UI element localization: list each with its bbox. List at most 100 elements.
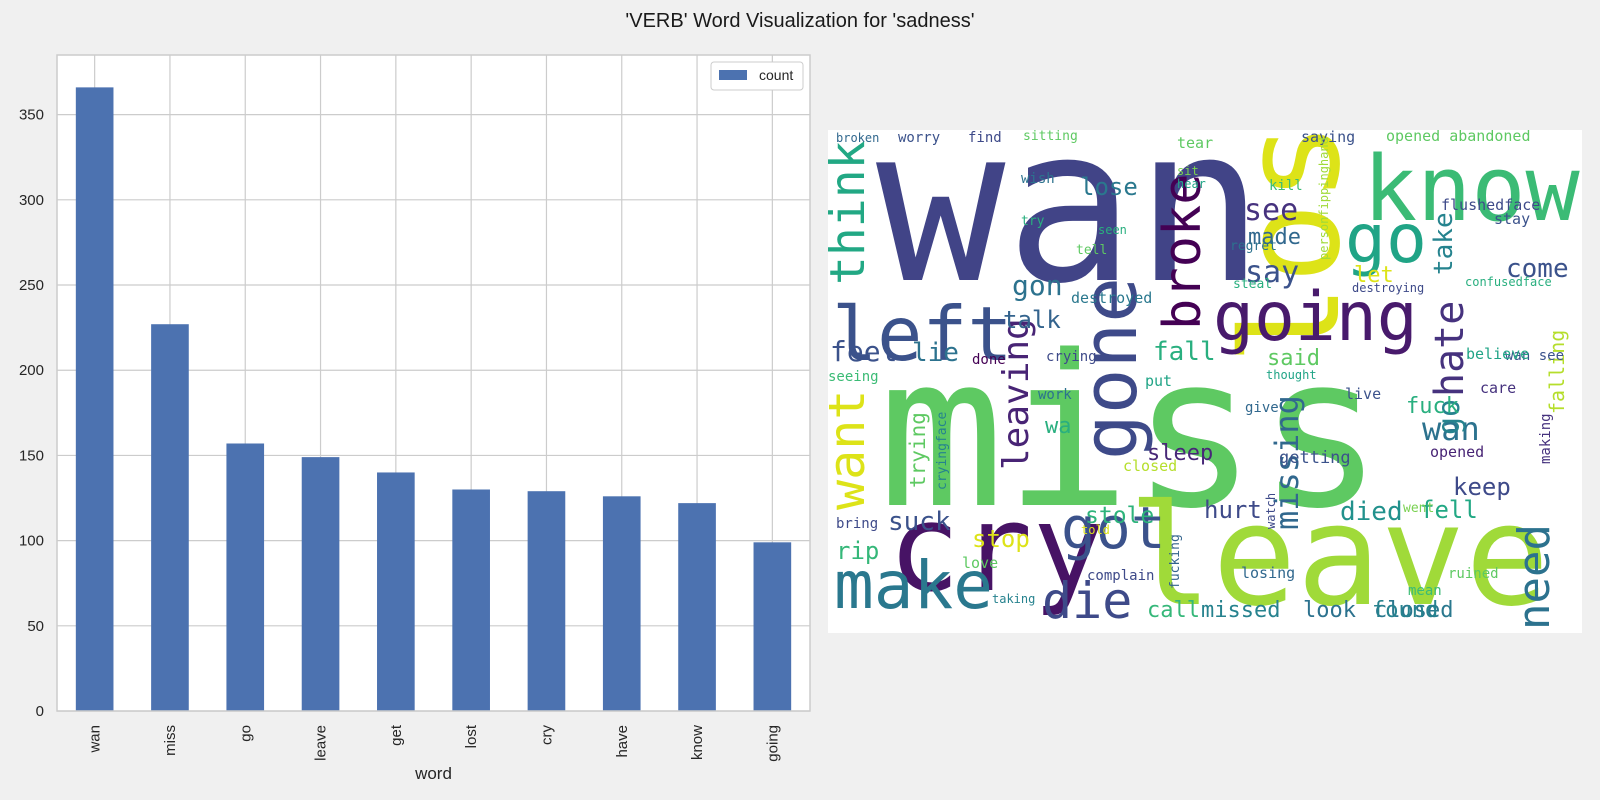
cloud-word: find <box>968 130 1002 146</box>
cloud-word: personfippinghand <box>1317 137 1331 260</box>
cloud-word: destroying <box>1352 281 1424 295</box>
cloud-word: died <box>1340 497 1403 527</box>
bar-go <box>226 443 265 711</box>
cloud-word: see <box>1244 193 1298 228</box>
cloud-word: lose <box>1080 173 1138 201</box>
cloud-word: mean <box>1408 583 1442 599</box>
bar-going <box>753 542 792 711</box>
y-tick-label: 300 <box>19 192 44 209</box>
cloud-word: suck <box>888 507 951 537</box>
x-tick-label: wan <box>87 725 104 754</box>
cloud-word: lost <box>1213 130 1370 365</box>
cloud-word: wish <box>1021 171 1055 187</box>
bar-cry <box>527 491 566 711</box>
cloud-word: keep <box>1453 473 1511 501</box>
cloud-word: thought <box>1266 368 1317 382</box>
cloud-word: sleep <box>1147 441 1213 466</box>
cloud-word: live <box>1345 385 1381 403</box>
cloud-word: getting <box>1279 448 1351 468</box>
cloud-word: hear <box>1177 177 1206 191</box>
cloud-word: opened <box>1430 443 1484 461</box>
cloud-word: need <box>1509 524 1560 630</box>
cloud-word: cryingface <box>935 412 950 490</box>
legend-label: count <box>759 67 793 83</box>
cloud-word: destroyed <box>1071 289 1152 307</box>
cloud-word: watch <box>1264 493 1278 529</box>
y-tick-label: 150 <box>19 447 44 464</box>
cloud-word: stay <box>1494 210 1530 228</box>
cloud-word: gon <box>1012 269 1063 302</box>
cloud-word: call <box>1147 598 1200 623</box>
cloud-word: cry <box>888 480 1105 619</box>
cloud-word: stole <box>1085 503 1154 529</box>
cloud-word: sit <box>1177 164 1199 178</box>
cloud-word: going <box>1213 278 1418 357</box>
cloud-word: confusedface <box>1465 275 1552 289</box>
cloud-word: wan <box>876 130 1264 331</box>
cloud-word: rip <box>836 537 879 565</box>
cloud-word: bring <box>836 516 878 532</box>
cloud-word: broke <box>1153 173 1213 330</box>
cloud-word: give <box>1245 400 1279 416</box>
x-tick-label: going <box>764 725 781 762</box>
x-axis-label: word <box>414 764 452 783</box>
x-tick-label: know <box>689 725 706 760</box>
y-tick-label: 350 <box>19 107 44 124</box>
cloud-word: taking <box>992 592 1035 606</box>
cloud-word: come <box>1506 254 1569 284</box>
cloud-word: lie <box>912 338 959 368</box>
cloud-word: fall <box>1153 337 1216 367</box>
cloud-word: saying <box>1301 130 1355 146</box>
cloud-word: put <box>1145 372 1172 390</box>
cloud-word: worry <box>898 130 940 146</box>
cloud-word: hate <box>1427 301 1473 397</box>
plot-frame <box>56 54 811 712</box>
cloud-word: leave <box>1128 475 1549 633</box>
x-tick-label: get <box>388 724 405 746</box>
cloud-word: fell <box>1420 496 1478 524</box>
cloud-word: know <box>1363 137 1581 242</box>
cloud-word: wa <box>1045 414 1072 439</box>
cloud-word: said <box>1267 346 1320 371</box>
cloud-word: look <box>1303 598 1356 623</box>
legend <box>710 61 804 91</box>
cloud-word: say <box>1245 255 1299 290</box>
cloud-word: making <box>1538 413 1554 464</box>
cloud-word: fuck <box>1406 394 1459 419</box>
cloud-word: wan <box>1422 410 1480 448</box>
cloud-word: regret <box>1230 239 1277 254</box>
cloud-word: ruined <box>1448 566 1499 582</box>
cloud-word: tear <box>1177 134 1213 152</box>
cloud-word: missed <box>1201 598 1280 623</box>
word-cloud-canvas: wanmissleavelostcryknowgoingleftmakegone… <box>828 130 1581 633</box>
word-cloud: wan miss leave lost cry know going left make gone… <box>828 130 1582 633</box>
legend-swatch <box>719 70 747 80</box>
cloud-word: love <box>962 554 998 572</box>
cloud-word: gone <box>1065 277 1154 460</box>
cloud-word: think <box>828 140 876 285</box>
bar-have <box>602 496 641 711</box>
cloud-word: found <box>1372 598 1438 623</box>
cloud-word: opened abandoned <box>1386 130 1531 145</box>
cloud-word: miss <box>878 310 1384 555</box>
cloud-word: let <box>1354 263 1394 288</box>
y-tick-label: 50 <box>27 618 44 635</box>
cloud-word: falling <box>1545 330 1569 414</box>
cloud-word: die <box>1042 572 1132 630</box>
cloud-word: believe <box>1466 345 1529 363</box>
x-tick-label: go <box>237 725 254 742</box>
cloud-word: seen <box>1098 223 1127 237</box>
cloud-word: broken <box>836 131 879 145</box>
x-tick-label: have <box>614 725 631 758</box>
cloud-word: fucking <box>1168 534 1183 589</box>
cloud-word: stop <box>972 525 1030 553</box>
cloud-word: crying <box>1046 349 1097 365</box>
cloud-word: sitting <box>1023 130 1078 144</box>
cloud-word: losing <box>1241 564 1295 582</box>
cloud-word: kill <box>1269 178 1303 194</box>
cloud-word: feel <box>830 335 897 368</box>
x-tick-label: miss <box>162 725 179 756</box>
cloud-word: talk <box>1003 306 1061 334</box>
cloud-word: done <box>972 352 1006 368</box>
y-tick-label: 100 <box>19 533 44 550</box>
